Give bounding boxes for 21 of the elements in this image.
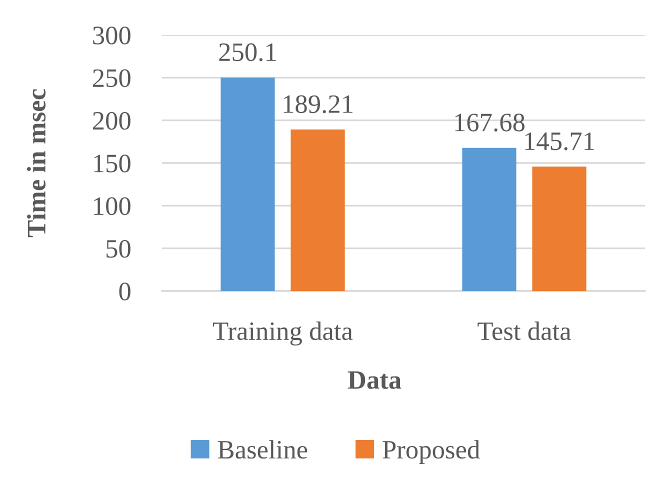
data-label: 145.71 xyxy=(525,132,594,150)
y-tick-label: 100 xyxy=(94,197,130,216)
y-tick-label: 150 xyxy=(94,154,130,172)
bar xyxy=(220,78,275,291)
legend-label: Proposed xyxy=(382,440,480,464)
y-axis-title: Time in msec xyxy=(26,89,46,238)
data-label: 189.21 xyxy=(284,95,352,114)
data-label: 167.68 xyxy=(455,114,525,132)
y-tick-label: 50 xyxy=(106,240,130,258)
bar xyxy=(532,166,586,291)
x-tick-label: Test data xyxy=(478,322,571,340)
y-tick-label: 300 xyxy=(93,26,130,44)
bar xyxy=(462,148,516,291)
y-tick-label: 200 xyxy=(93,112,130,130)
x-axis-title: Data xyxy=(348,371,402,389)
y-tick-label: 250 xyxy=(93,69,130,88)
bar xyxy=(290,130,345,291)
y-tick-label: 0 xyxy=(119,282,130,300)
data-label: 250.1 xyxy=(219,43,276,62)
legend-label: Baseline xyxy=(218,440,308,459)
x-tick-label: Training data xyxy=(212,322,353,346)
